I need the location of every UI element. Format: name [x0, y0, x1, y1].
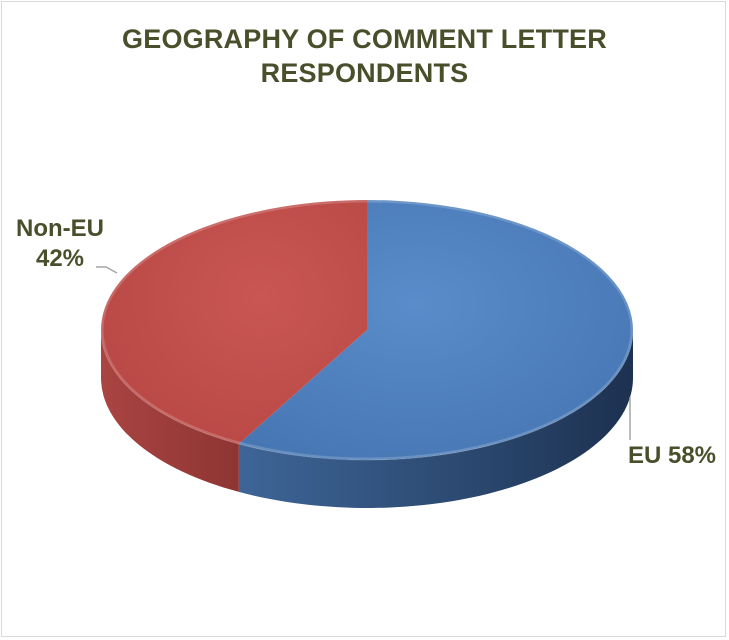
pie-slice-eu [238, 200, 633, 460]
data-label-non-eu-name: Non-EU [16, 215, 104, 242]
data-label-non-eu-value: 42% [36, 245, 84, 272]
chart-title-line-2: RESPONDENTS [260, 58, 469, 88]
chart-title: GEOGRAPHY OF COMMENT LETTER RESPONDENTS [0, 22, 729, 90]
pie-sides [101, 330, 633, 508]
pie-labels: Non-EU 42% EU 58% [16, 215, 716, 469]
pie-rims [100, 199, 634, 461]
pie-side-eu [238, 330, 633, 508]
pie-tops [100, 200, 633, 460]
chart-title-line-1: GEOGRAPHY OF COMMENT LETTER [122, 24, 607, 54]
pie-rim-highlight [100, 199, 634, 461]
leader-line-non-eu [96, 266, 118, 274]
pie-side-non-eu [101, 330, 239, 492]
pie-slice-non-eu [100, 200, 367, 444]
data-label-eu: EU 58% [628, 442, 716, 469]
